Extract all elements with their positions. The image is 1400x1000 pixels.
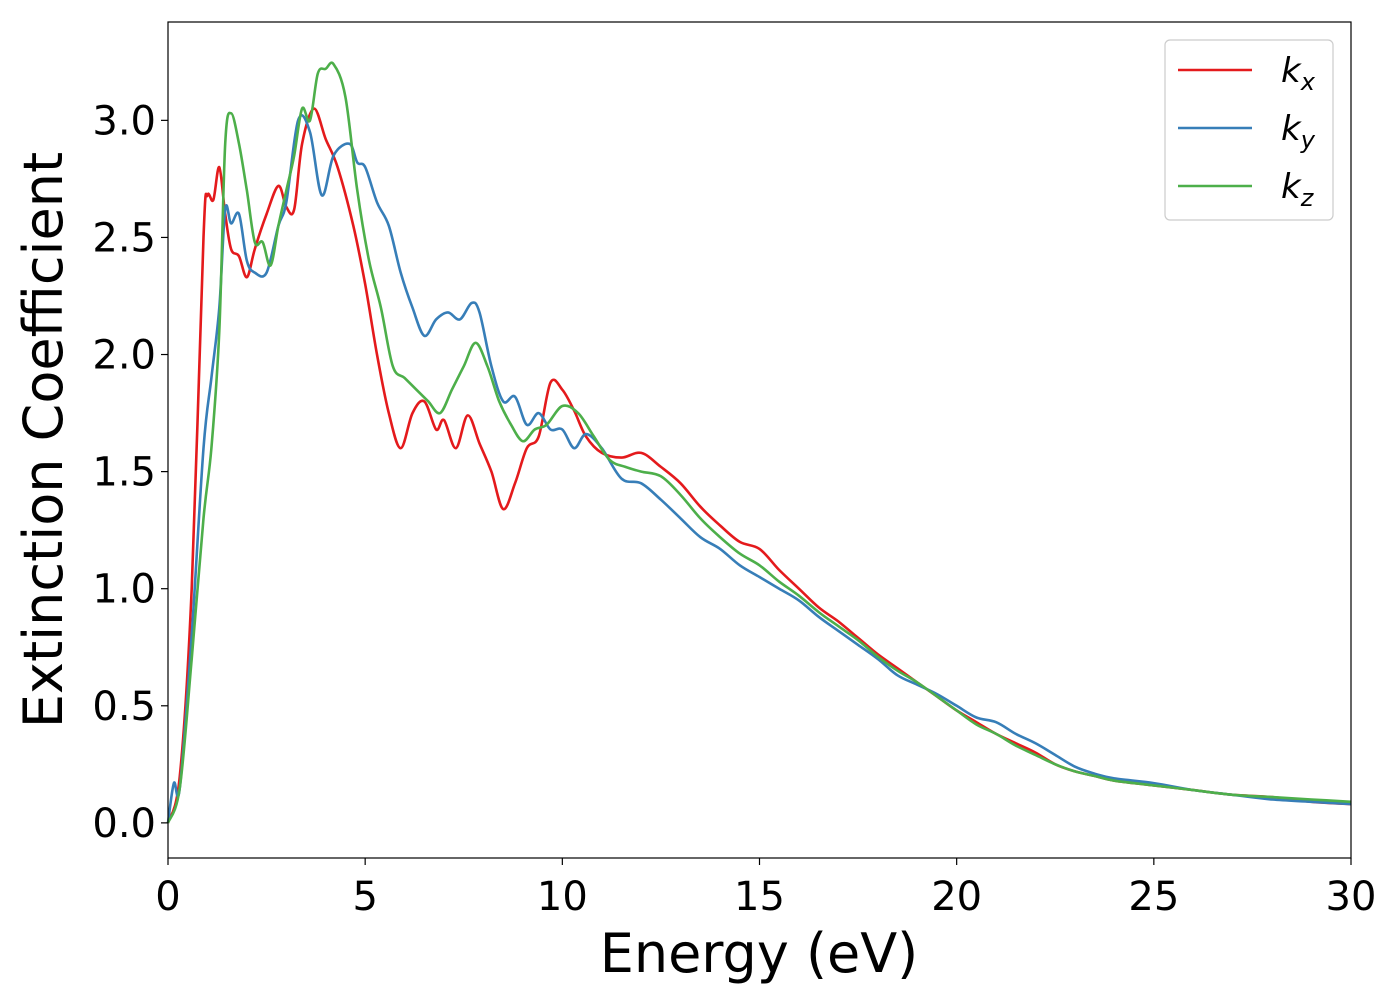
x-tick-label: 10 <box>537 874 588 920</box>
x-tick-label: 30 <box>1326 874 1377 920</box>
y-tick-label: 0.0 <box>92 801 156 847</box>
series-line-z <box>166 61 1352 824</box>
legend-label-z: kz <box>1281 167 1315 212</box>
y-axis-ticks: 0.0 0.5 1.0 1.5 2.0 2.5 3.0 <box>92 98 168 847</box>
legend-label-subscript: x <box>1300 68 1316 96</box>
plot-background <box>168 22 1351 858</box>
y-axis-label: Extinction Coefficient <box>12 152 75 728</box>
y-tick-label: 1.5 <box>92 450 156 496</box>
x-tick-label: 5 <box>352 874 377 920</box>
y-tick-label: 2.5 <box>92 215 156 261</box>
x-tick-label: 15 <box>734 874 785 920</box>
legend-label-subscript: y <box>1300 126 1316 154</box>
x-tick-label: 25 <box>1128 874 1179 920</box>
legend-box <box>1164 39 1334 221</box>
series-layer <box>166 61 1352 824</box>
legend-label-base: k <box>1281 51 1302 91</box>
legend-label-base: k <box>1281 109 1302 149</box>
x-axis-ticks: 0 5 10 15 20 25 30 <box>155 858 1376 920</box>
y-tick-label: 0.5 <box>92 684 156 730</box>
x-tick-label: 0 <box>155 874 180 920</box>
legend-label-y: ky <box>1281 109 1316 154</box>
legend-label-base: k <box>1281 167 1302 207</box>
legend-label-subscript: z <box>1300 184 1315 212</box>
x-tick-label: 20 <box>931 874 982 920</box>
y-tick-label: 1.0 <box>92 567 156 613</box>
x-axis-label: Energy (eV) <box>600 922 919 985</box>
y-tick-label: 3.0 <box>92 98 156 144</box>
series-line-y <box>166 114 1352 824</box>
y-tick-label: 2.0 <box>92 333 156 379</box>
legend-label-x: kx <box>1281 51 1316 96</box>
